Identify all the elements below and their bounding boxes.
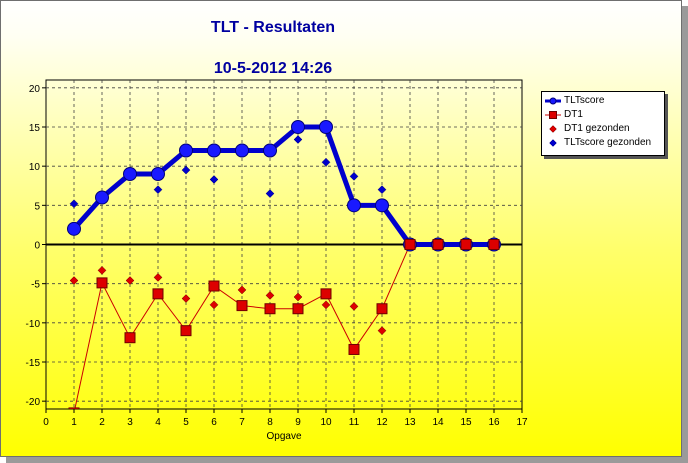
- dt1-point: [488, 239, 500, 250]
- tltscore-gezonden-point: [181, 165, 191, 175]
- legend-symbol-dt1-gezonden: [549, 125, 557, 133]
- tltscore-gezonden-point: [153, 185, 163, 195]
- y-tick-label: -15: [26, 358, 41, 369]
- frame-shadow-right: [682, 6, 688, 463]
- dt1-point: [460, 239, 472, 250]
- tltscore-point: [179, 143, 193, 158]
- x-tick-label: 4: [155, 417, 161, 428]
- chart-subtitle: 10-5-2012 14:26: [213, 60, 333, 77]
- x-tick-label: 9: [295, 417, 301, 428]
- y-tick-label: -20: [26, 397, 41, 408]
- tltscore-point: [123, 167, 137, 181]
- x-tick-label: 12: [376, 417, 388, 428]
- y-tick-label: 10: [29, 162, 41, 173]
- dt1-gezonden-point: [181, 294, 191, 303]
- dt1-gezonden-point: [377, 326, 387, 336]
- legend-label-tltscore-gezonden: TLTscore gezonden: [564, 137, 652, 148]
- dt1-point: [404, 239, 416, 250]
- legend-label-tltscore: TLTscore: [564, 95, 605, 106]
- y-tick-label: 0: [34, 241, 40, 252]
- legend-label-dt1: DT1: [564, 109, 583, 120]
- tltscore-gezonden-point: [265, 189, 275, 198]
- dt1-gezonden-point: [97, 265, 107, 275]
- dt1-point: [264, 303, 276, 315]
- dt1-gezonden-point: [237, 285, 247, 295]
- tltscore-point: [291, 120, 305, 134]
- x-tick-label: 15: [460, 417, 472, 428]
- dt1-point: [96, 277, 108, 289]
- dt1-point: [320, 288, 332, 300]
- x-axis-label: Opgave: [266, 431, 301, 442]
- chart-title: TLT - Resultaten: [210, 19, 336, 36]
- dt1-point: [124, 332, 136, 344]
- tltscore-point: [235, 143, 249, 158]
- dt1-gezonden-point: [69, 276, 79, 285]
- tltscore-point: [375, 198, 389, 213]
- x-tick-label: 16: [488, 417, 500, 428]
- dt1-gezonden-point: [349, 302, 359, 311]
- tltscore-point: [95, 190, 109, 205]
- legend-symbol-tltscore: [545, 97, 561, 105]
- dt1-gezonden-point: [265, 291, 275, 300]
- legend-item-tltscore-gezonden: TLTscore gezonden: [542, 136, 664, 150]
- dt1-point: [68, 407, 80, 409]
- tltscore-point: [67, 221, 81, 236]
- y-tick-label: -10: [26, 319, 41, 330]
- x-tick-label: 10: [320, 417, 332, 428]
- dt1-gezonden-point: [125, 276, 135, 285]
- dt1-gezonden-point: [209, 300, 219, 310]
- x-tick-label: 6: [211, 417, 217, 428]
- chart-legend: TLTscore DT1 DT1 gezonden TLTscore gezon…: [541, 91, 665, 156]
- y-tick-label: 15: [29, 123, 41, 134]
- chart-frame: [0, 0, 682, 457]
- tltscore-gezonden-point: [349, 171, 359, 181]
- tltscore-point: [319, 120, 333, 134]
- tltscore-gezonden-point: [321, 157, 331, 167]
- dt1-point: [152, 288, 164, 300]
- dt1-point: [236, 300, 248, 312]
- tltscore-point: [207, 143, 221, 158]
- tltscore-gezonden-point: [377, 185, 387, 195]
- x-tick-label: 14: [432, 417, 444, 428]
- tltscore-point: [347, 198, 361, 213]
- x-tick-label: 8: [267, 417, 273, 428]
- tltscore-line: [72, 124, 494, 247]
- y-tick-label: -5: [31, 280, 40, 291]
- legend-item-tltscore: TLTscore: [542, 94, 664, 108]
- plot-data-group: [67, 120, 501, 409]
- y-tick-label: 5: [34, 201, 40, 212]
- tltscore-gezonden-point: [69, 199, 79, 209]
- x-tick-label: 11: [349, 417, 360, 428]
- tltscore-point: [151, 167, 165, 181]
- legend-symbol-dt1: [545, 111, 561, 119]
- dt1-point: [292, 303, 304, 315]
- dt1-point: [376, 303, 388, 315]
- tltscore-point: [263, 143, 277, 158]
- x-tick-label: 7: [239, 417, 245, 428]
- y-tick-label: 20: [29, 84, 41, 95]
- legend-label-dt1-gezonden: DT1 gezonden: [564, 123, 630, 134]
- x-tick-label: 0: [43, 417, 49, 428]
- dt1-gezonden-point: [321, 300, 331, 310]
- dt1-gezonden-point: [153, 273, 163, 282]
- x-tick-label: 3: [127, 417, 133, 428]
- legend-item-dt1: DT1: [542, 108, 664, 122]
- dt1-point: [348, 343, 360, 355]
- x-tick-label: 1: [71, 417, 77, 428]
- dt1-point: [180, 325, 192, 337]
- x-tick-label: 2: [99, 417, 105, 428]
- legend-symbol-tltscore-gezonden: [549, 139, 557, 147]
- dt1-line: [74, 244, 494, 409]
- x-tick-label: 5: [183, 417, 189, 428]
- dt1-gezonden-point: [293, 292, 303, 302]
- dt1-point: [432, 239, 444, 250]
- tltscore-gezonden-point: [293, 135, 303, 144]
- frame-shadow-bottom: [6, 457, 688, 463]
- legend-item-dt1-gezonden: DT1 gezonden: [542, 122, 664, 136]
- x-tick-label: 13: [404, 417, 416, 428]
- tltscore-gezonden-point: [209, 175, 219, 184]
- dt1-point: [208, 280, 220, 292]
- x-tick-label: 17: [516, 417, 528, 428]
